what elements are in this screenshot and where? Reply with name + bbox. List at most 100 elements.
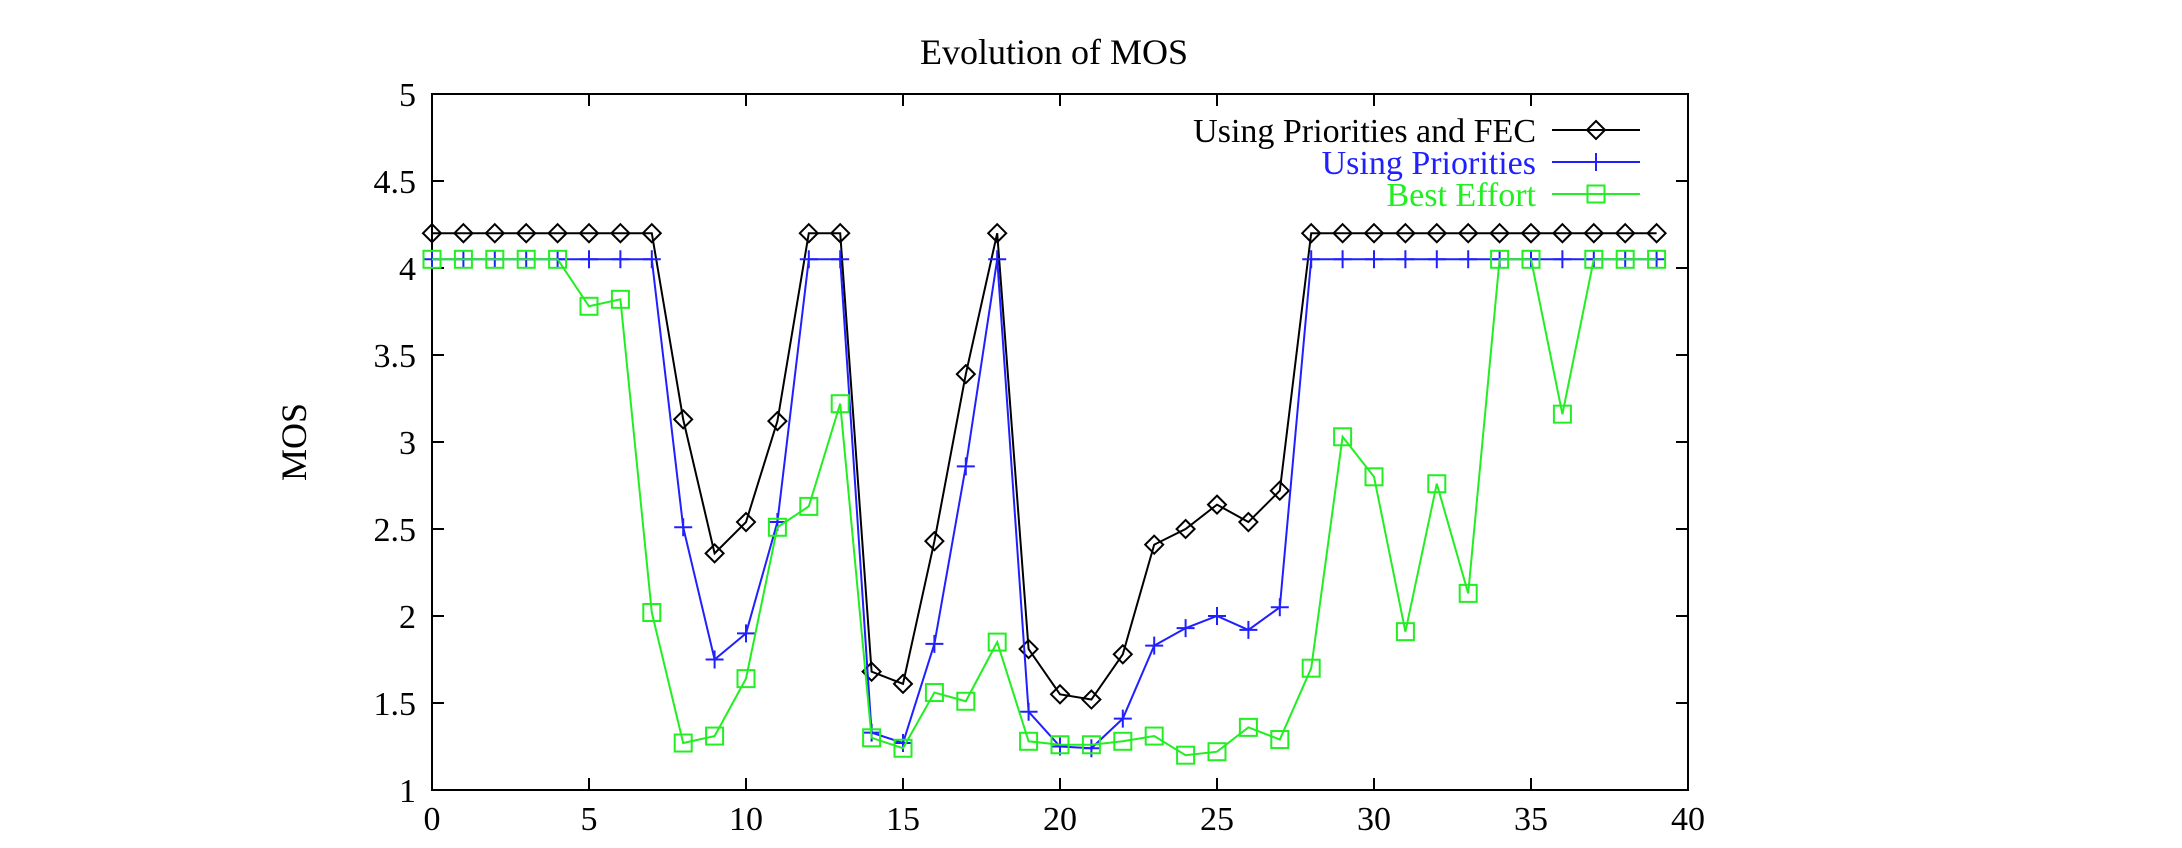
y-tick-label: 5: [399, 77, 416, 114]
series-1: [423, 250, 1666, 758]
chart-title: Evolution of MOS: [920, 32, 1188, 72]
data-point: [1113, 731, 1133, 751]
y-tick-label: 4: [399, 251, 416, 288]
data-point: [515, 222, 537, 244]
data-point: [1175, 518, 1197, 540]
data-point: [1489, 222, 1511, 244]
y-tick-label: 3: [399, 425, 416, 462]
series-line: [432, 258, 1657, 757]
data-point: [1457, 222, 1479, 244]
data-point: [767, 517, 787, 537]
data-point: [705, 650, 724, 669]
axis-ticks: 0 5 10 15 20 25 30 35 40 1 1.5 2 2.5 3 3.5 4 4.5 5: [374, 77, 1706, 838]
data-point: [1333, 250, 1352, 269]
data-point: [862, 728, 882, 748]
data-point: [737, 624, 755, 643]
data-point: [1521, 249, 1541, 269]
data-point: [704, 542, 726, 564]
data-point: [485, 249, 505, 269]
data-point: [799, 496, 819, 516]
data-point: [516, 249, 536, 269]
data-point: [1143, 534, 1165, 556]
data-point: [1364, 467, 1384, 487]
data-point: [1050, 735, 1070, 755]
data-point: [578, 222, 600, 244]
data-point: [955, 363, 977, 385]
data-point: [1395, 622, 1415, 642]
data-point: [1269, 480, 1291, 502]
data-point: [452, 222, 474, 244]
x-tick-label: 10: [729, 801, 763, 838]
legend-marker: [1585, 119, 1607, 141]
data-point: [1427, 250, 1446, 269]
data-point: [830, 394, 850, 414]
series-layer: [421, 222, 1668, 765]
y-tick-label: 2: [399, 599, 416, 636]
data-point: [1333, 427, 1353, 447]
data-point: [484, 222, 506, 244]
data-point: [799, 250, 818, 269]
data-point: [1208, 607, 1226, 625]
series-line: [432, 232, 1657, 701]
data-point: [1646, 222, 1668, 244]
data-point: [705, 726, 725, 746]
data-point: [1207, 742, 1227, 762]
x-tick-label: 35: [1514, 801, 1548, 838]
x-tick-label: 40: [1671, 801, 1705, 838]
data-point: [1206, 494, 1228, 516]
data-point: [766, 410, 788, 432]
data-point: [736, 669, 756, 689]
data-point: [1238, 717, 1258, 737]
legend-entry-label: Best Effort: [1386, 177, 1536, 214]
data-point: [923, 530, 945, 552]
data-point: [1301, 658, 1321, 678]
data-point: [422, 249, 442, 269]
data-point: [1427, 474, 1447, 494]
series-2: [422, 249, 1667, 765]
data-point: [672, 408, 694, 430]
data-point: [1552, 404, 1572, 424]
data-point: [674, 518, 693, 537]
data-point: [1145, 636, 1164, 655]
data-point: [1426, 222, 1448, 244]
data-point: [1237, 511, 1259, 533]
data-point: [1049, 683, 1071, 705]
data-point: [735, 511, 757, 533]
data-point: [987, 632, 1007, 652]
data-point: [609, 222, 631, 244]
y-tick-label: 4.5: [374, 164, 417, 201]
data-point: [1551, 222, 1573, 244]
y-tick-label: 1: [399, 773, 416, 810]
data-point: [579, 296, 599, 316]
data-point: [1490, 249, 1510, 269]
x-tick-label: 25: [1200, 801, 1234, 838]
data-point: [956, 457, 975, 476]
data-point: [421, 222, 443, 244]
y-tick-label: 2.5: [374, 512, 417, 549]
data-point: [1332, 222, 1354, 244]
x-tick-label: 0: [424, 801, 441, 838]
x-tick-label: 30: [1357, 801, 1391, 838]
y-axis-label: MOS: [274, 403, 314, 481]
data-point: [892, 673, 914, 695]
data-point: [641, 222, 663, 244]
data-point: [1176, 745, 1196, 765]
data-point: [1081, 735, 1101, 755]
data-point: [642, 250, 661, 269]
data-point: [1300, 222, 1322, 244]
data-point: [1113, 709, 1132, 728]
data-point: [831, 250, 850, 269]
data-point: [1584, 249, 1604, 269]
data-point: [1176, 619, 1195, 638]
data-point: [1112, 643, 1134, 665]
data-point: [925, 634, 944, 653]
data-point: [1394, 222, 1416, 244]
data-point: [642, 603, 662, 623]
data-point: [798, 222, 820, 244]
data-point: [1270, 730, 1290, 750]
data-point: [1019, 702, 1038, 721]
data-point: [453, 249, 473, 269]
data-point: [1647, 249, 1667, 269]
y-tick-label: 1.5: [374, 686, 417, 723]
